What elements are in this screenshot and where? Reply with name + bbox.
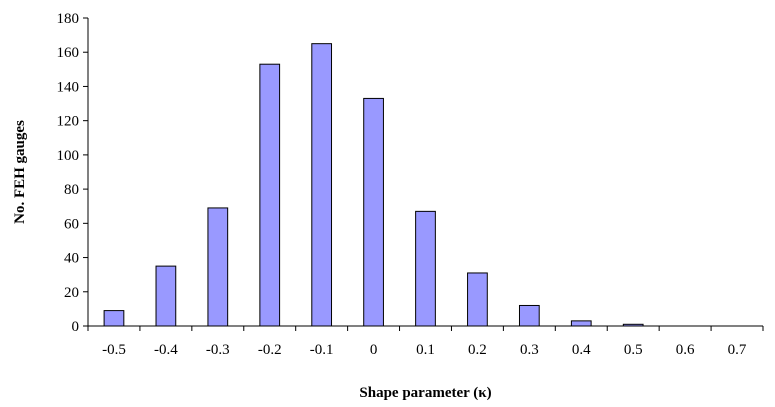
bar--0.2 xyxy=(259,63,281,327)
axes-group xyxy=(87,18,763,327)
y-tick-label: 120 xyxy=(57,114,80,130)
x-tick-label: -0.1 xyxy=(310,342,334,358)
x-tick-label: -0.4 xyxy=(154,342,178,358)
x-ticks-group: -0.5 -0.4 -0.3 -0.2 -0.1 0 0.1 0.2 0.3 0.4 0.5 0.6 0… xyxy=(87,326,764,358)
x-tick-label: -0.2 xyxy=(258,342,282,358)
bars-group xyxy=(103,43,644,327)
bar-0.2 xyxy=(467,272,488,327)
bar-0.4 xyxy=(570,320,592,327)
bar--0.3 xyxy=(207,207,229,327)
bar--0.5 xyxy=(103,310,125,327)
bar--0.1 xyxy=(311,43,333,327)
x-tick-label: 0.2 xyxy=(468,342,487,358)
y-axis-title: No. FEH gauges xyxy=(12,120,28,224)
y-tick-label: 20 xyxy=(64,285,79,301)
x-tick-label: 0.5 xyxy=(624,342,643,358)
x-tick-label: 0.6 xyxy=(676,342,695,358)
x-tick-label: -0.5 xyxy=(102,342,126,358)
y-ticks-group: 0 20 40 60 80 100 120 140 160 180 xyxy=(57,11,88,335)
x-axis-title: Shape parameter (κ) xyxy=(359,385,491,401)
bar--0.4 xyxy=(155,265,177,327)
y-tick-label: 140 xyxy=(57,79,80,95)
y-tick-label: 60 xyxy=(64,216,79,232)
x-tick-label: 0.3 xyxy=(520,342,539,358)
x-tick-label: 0 xyxy=(370,342,378,358)
x-tick-label: 0.1 xyxy=(416,342,435,358)
bar-0 xyxy=(363,97,384,327)
y-tick-label: 180 xyxy=(57,11,80,27)
bar-0.1 xyxy=(415,210,436,327)
y-tick-label: 80 xyxy=(64,182,79,198)
y-tick-label: 160 xyxy=(57,45,80,61)
x-tick-label: -0.3 xyxy=(206,342,230,358)
y-tick-label: 40 xyxy=(64,251,79,267)
y-tick-label: 0 xyxy=(72,319,80,335)
bar-0.3 xyxy=(518,304,540,327)
x-tick-label: 0.4 xyxy=(572,342,591,358)
y-tick-label: 100 xyxy=(57,148,80,164)
x-tick-label: 0.7 xyxy=(728,342,747,358)
